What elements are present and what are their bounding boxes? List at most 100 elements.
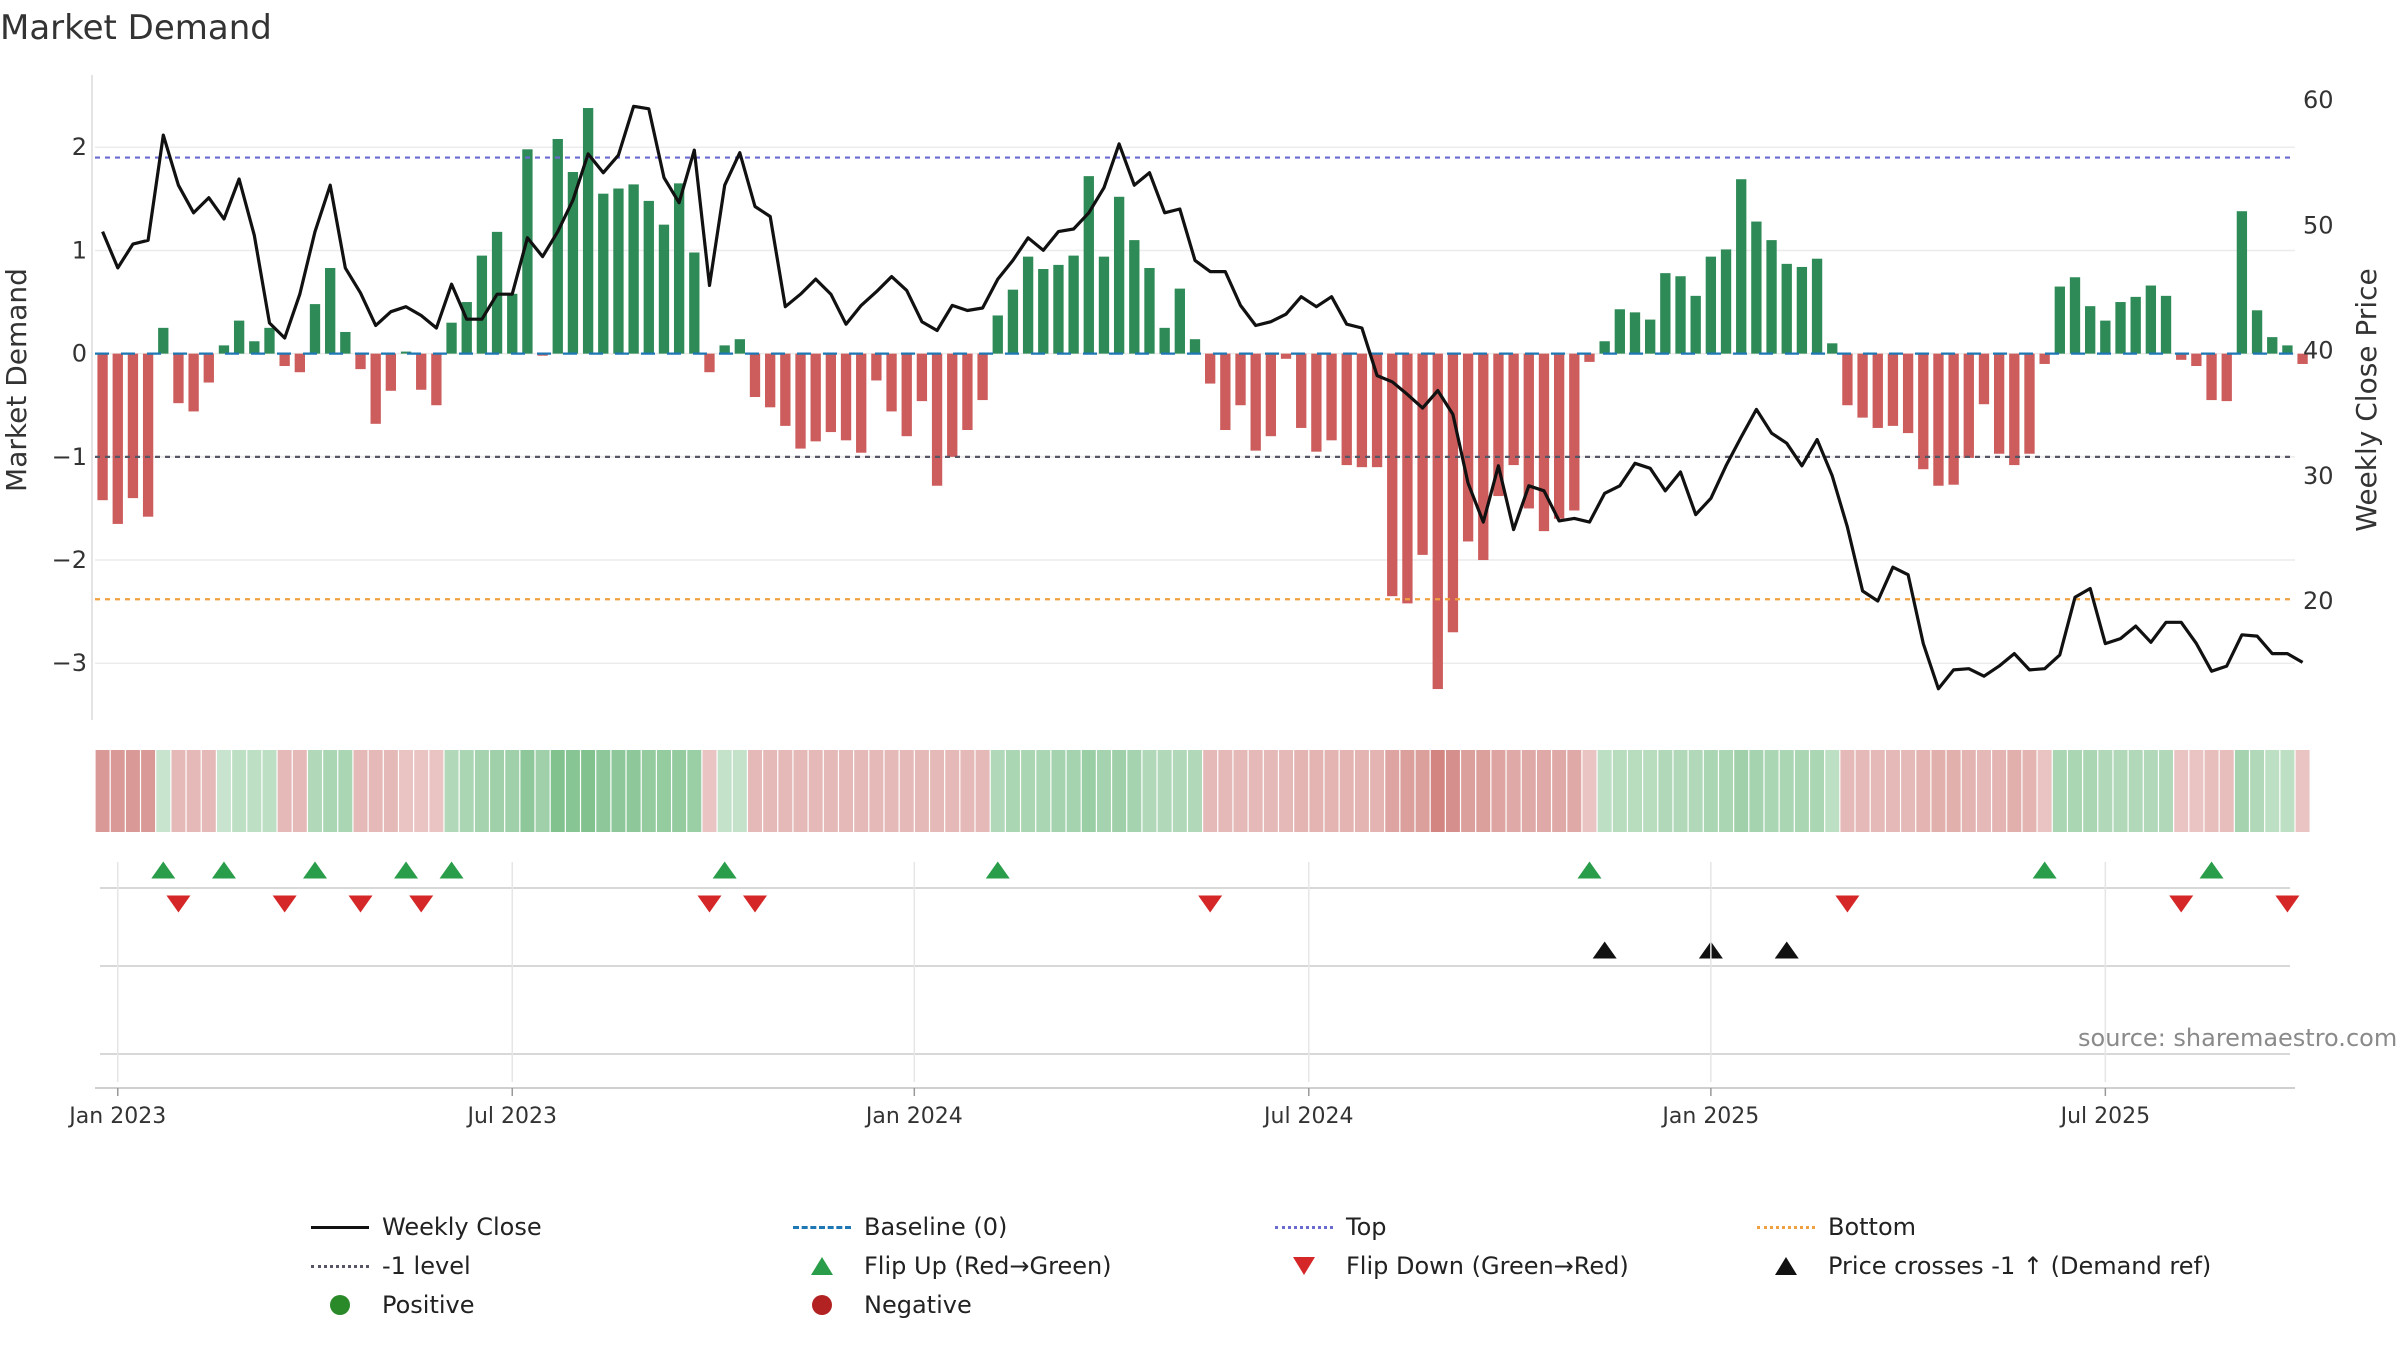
demand-strip-cell bbox=[1112, 750, 1127, 832]
demand-bar-negative bbox=[1296, 353, 1307, 428]
circle-icon bbox=[812, 1295, 832, 1315]
demand-bar-positive bbox=[1113, 196, 1125, 354]
demand-bar-positive bbox=[325, 267, 336, 354]
demand-strip-cell bbox=[565, 750, 580, 832]
flip-down-marker bbox=[743, 895, 767, 913]
demand-strip-cell bbox=[1157, 750, 1172, 832]
demand-strip-cell bbox=[778, 750, 793, 832]
demand-bar-negative bbox=[142, 353, 154, 517]
demand-bar-positive bbox=[643, 200, 654, 354]
demand-bar-negative bbox=[916, 353, 928, 402]
demand-strip-cell bbox=[732, 750, 747, 832]
demand-strip-cell bbox=[535, 750, 550, 832]
flip-down-marker bbox=[272, 895, 297, 913]
demand-bar-negative bbox=[1478, 353, 1489, 561]
demand-bar-negative bbox=[2297, 353, 2308, 364]
demand-strip-cell bbox=[1324, 750, 1339, 832]
demand-strip-cell bbox=[748, 750, 762, 832]
legend-item-minus-one-level: -1 level bbox=[308, 1250, 471, 1282]
demand-bar-negative bbox=[1993, 353, 2005, 454]
demand-strip-cell bbox=[2083, 750, 2098, 832]
demand-strip-cell bbox=[474, 750, 489, 832]
demand-bar-negative bbox=[1371, 353, 1383, 468]
legend: Weekly Close Baseline (0) Top Bottom -1 … bbox=[0, 1210, 2400, 1330]
demand-strip-cell bbox=[823, 750, 838, 832]
demand-bar-negative bbox=[355, 353, 366, 370]
demand-bar-positive bbox=[2100, 320, 2111, 354]
demand-strip-cell bbox=[1066, 750, 1081, 832]
demand-strip-cell bbox=[2068, 750, 2082, 832]
demand-bar-positive bbox=[719, 345, 730, 354]
demand-bar-positive bbox=[1083, 176, 1094, 354]
demand-strip-cell bbox=[2159, 750, 2174, 832]
y-tick-label-left: −3 bbox=[52, 649, 87, 677]
demand-strip-cell bbox=[2143, 750, 2158, 832]
demand-bar-negative bbox=[1311, 353, 1322, 452]
demand-strip-cell bbox=[854, 750, 869, 832]
demand-bar-negative bbox=[2206, 353, 2217, 401]
demand-strip-cell bbox=[626, 750, 641, 832]
demand-bar-negative bbox=[901, 353, 912, 437]
demand-bar-negative bbox=[1447, 353, 1459, 633]
y-tick-label-right: 50 bbox=[2303, 211, 2334, 239]
triangle-up-icon bbox=[811, 1257, 833, 1275]
demand-bar-positive bbox=[1645, 319, 1656, 354]
demand-bar-negative bbox=[1356, 353, 1368, 468]
demand-bar-negative bbox=[416, 353, 427, 390]
demand-strip-cell bbox=[2280, 750, 2295, 832]
demand-bar-positive bbox=[2236, 211, 2248, 354]
legend-label: Flip Up (Red→Green) bbox=[864, 1252, 1112, 1280]
demand-strip-cell bbox=[1597, 750, 1612, 832]
demand-bar-negative bbox=[947, 353, 958, 457]
demand-bar-positive bbox=[1007, 289, 1019, 354]
demand-bar-negative bbox=[1948, 353, 1959, 485]
demand-bar-negative bbox=[188, 353, 199, 412]
demand-strip-cell bbox=[262, 750, 277, 832]
legend-label: Baseline (0) bbox=[864, 1213, 1008, 1241]
demand-strip-cell bbox=[1203, 750, 1218, 832]
x-tick-label: Jan 2025 bbox=[1660, 1104, 1759, 1129]
demand-strip-cell bbox=[550, 750, 565, 832]
flip-down-marker bbox=[166, 895, 191, 913]
legend-item-negative: Negative bbox=[790, 1289, 972, 1321]
demand-strip-cell bbox=[1218, 750, 1233, 832]
demand-bar-positive bbox=[158, 327, 169, 354]
demand-strip-cell bbox=[1703, 750, 1718, 832]
demand-bar-negative bbox=[1235, 353, 1246, 406]
flip-down-marker bbox=[348, 895, 373, 913]
demand-strip-cell bbox=[125, 750, 140, 832]
demand-bar-negative bbox=[1872, 353, 1883, 428]
x-tick-label: Jul 2025 bbox=[2059, 1104, 2151, 1129]
demand-strip-cell bbox=[975, 750, 990, 832]
demand-bar-negative bbox=[2176, 353, 2187, 360]
demand-strip-cell bbox=[672, 750, 687, 832]
demand-strip-cell bbox=[884, 750, 899, 832]
demand-bar-positive bbox=[1174, 288, 1185, 354]
demand-bar-positive bbox=[689, 252, 700, 354]
y-tick-label-left: 1 bbox=[72, 236, 87, 264]
demand-bar-negative bbox=[1417, 353, 1428, 555]
demand-strip-cell bbox=[1992, 750, 2007, 832]
demand-bar-positive bbox=[1811, 258, 1823, 354]
demand-bar-negative bbox=[1538, 353, 1550, 532]
demand-bar-negative bbox=[1341, 353, 1352, 466]
demand-bar-negative bbox=[765, 353, 776, 408]
y-tick-label-right: 40 bbox=[2303, 337, 2334, 365]
demand-bar-positive bbox=[567, 172, 579, 354]
demand-bar-negative bbox=[1569, 353, 1580, 511]
demand-strip-cell bbox=[308, 750, 322, 832]
y-axis-label-left: Market Demand bbox=[0, 268, 33, 492]
demand-bar-positive bbox=[2069, 277, 2081, 354]
demand-bar-negative bbox=[431, 353, 442, 406]
demand-bar-negative bbox=[1326, 353, 1337, 441]
demand-strip-cell bbox=[2174, 750, 2189, 832]
demand-strip-cell bbox=[793, 750, 808, 832]
flip-up-marker bbox=[303, 861, 327, 879]
source-credit: source: sharemaestro.com bbox=[2078, 1024, 2398, 1052]
demand-strip-cell bbox=[353, 750, 368, 832]
legend-item-baseline: Baseline (0) bbox=[790, 1211, 1007, 1243]
demand-bar-negative bbox=[810, 353, 821, 442]
demand-bar-positive bbox=[2267, 337, 2278, 354]
demand-strip-cell bbox=[611, 750, 626, 832]
demand-strip-cell bbox=[945, 750, 960, 832]
